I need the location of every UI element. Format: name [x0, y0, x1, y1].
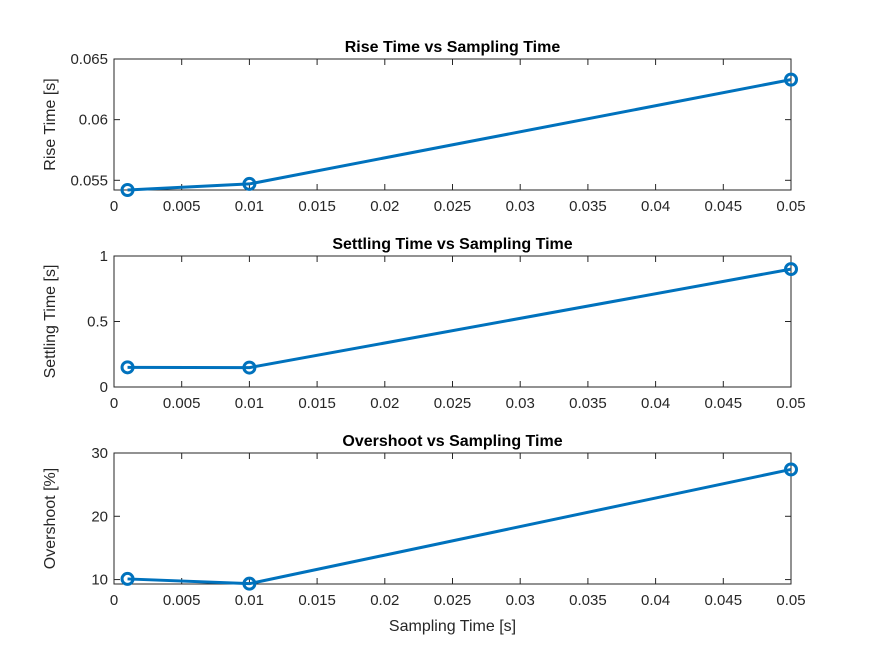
data-point-marker: [784, 72, 798, 87]
x-tick-label: 0: [110, 395, 118, 412]
series-line: [127, 267, 792, 370]
y-tick-label: 0.065: [70, 51, 108, 68]
x-tick-label: 0.035: [569, 592, 607, 609]
x-tick-label: 0.005: [163, 198, 201, 215]
x-tick-label: 0.04: [641, 198, 670, 215]
y-tick-label: 10: [91, 572, 108, 589]
data-point-marker: [242, 360, 257, 375]
y-tick-label: 0: [100, 379, 108, 396]
x-tick-label: 0.045: [705, 395, 743, 412]
x-tick-label: 0.005: [163, 395, 201, 412]
data-point-marker: [784, 462, 798, 477]
chart-title: Overshoot vs Sampling Time: [342, 433, 562, 450]
chart-title: Rise Time vs Sampling Time: [345, 39, 561, 56]
chart-title: Settling Time vs Sampling Time: [332, 236, 572, 253]
x-tick-label: 0.025: [434, 592, 472, 609]
x-tick-label: 0.04: [641, 592, 670, 609]
y-tick-label: 20: [91, 508, 108, 525]
y-axis-label: Overshoot [%]: [42, 468, 59, 569]
x-tick-label: 0.035: [569, 395, 607, 412]
x-tick-label: 0.015: [298, 395, 336, 412]
x-tick-label: 0.01: [235, 592, 264, 609]
x-tick-label: 0.005: [163, 592, 201, 609]
x-tick-label: 0.035: [569, 198, 607, 215]
data-point-marker: [120, 571, 135, 586]
axes-box: [113, 58, 792, 191]
x-tick-label: 0.025: [434, 198, 472, 215]
x-tick-label: 0.03: [506, 395, 535, 412]
x-tick-label: 0: [110, 592, 118, 609]
data-point-marker: [784, 262, 798, 277]
x-tick-label: 0.02: [370, 592, 399, 609]
x-tick-label: 0.025: [434, 395, 472, 412]
x-tick-label: 0.03: [506, 198, 535, 215]
y-axis-label: Rise Time [s]: [42, 78, 59, 170]
x-tick-label: 0.01: [235, 395, 264, 412]
x-tick-label: 0.02: [370, 198, 399, 215]
data-point-marker: [242, 576, 257, 591]
x-tick-label: 0.03: [506, 592, 535, 609]
axes-box: [113, 452, 792, 585]
x-tick-label: 0.015: [298, 592, 336, 609]
x-tick-label: 0.01: [235, 198, 264, 215]
x-tick-label: 0.045: [705, 592, 743, 609]
data-point-marker: [120, 360, 135, 375]
y-axis-label: Settling Time [s]: [42, 265, 59, 379]
y-tick-label: 0.055: [70, 172, 108, 189]
y-tick-label: 0.5: [87, 314, 108, 331]
y-tick-label: 30: [91, 445, 108, 462]
y-tick-label: 1: [100, 248, 108, 265]
x-tick-label: 0.04: [641, 395, 670, 412]
data-point-marker: [242, 176, 257, 191]
x-tick-label: 0.015: [298, 198, 336, 215]
series-line: [127, 78, 792, 192]
axes-box: [113, 255, 792, 388]
x-tick-label: 0.05: [776, 198, 805, 215]
data-point-marker: [120, 183, 135, 197]
x-tick-label: 0.05: [776, 592, 805, 609]
x-axis-label: Sampling Time [s]: [389, 618, 516, 635]
x-tick-label: 0.05: [776, 395, 805, 412]
x-tick-label: 0: [110, 198, 118, 215]
x-tick-label: 0.045: [705, 198, 743, 215]
series-line: [127, 467, 792, 586]
x-tick-label: 0.02: [370, 395, 399, 412]
y-tick-label: 0.06: [79, 112, 108, 129]
